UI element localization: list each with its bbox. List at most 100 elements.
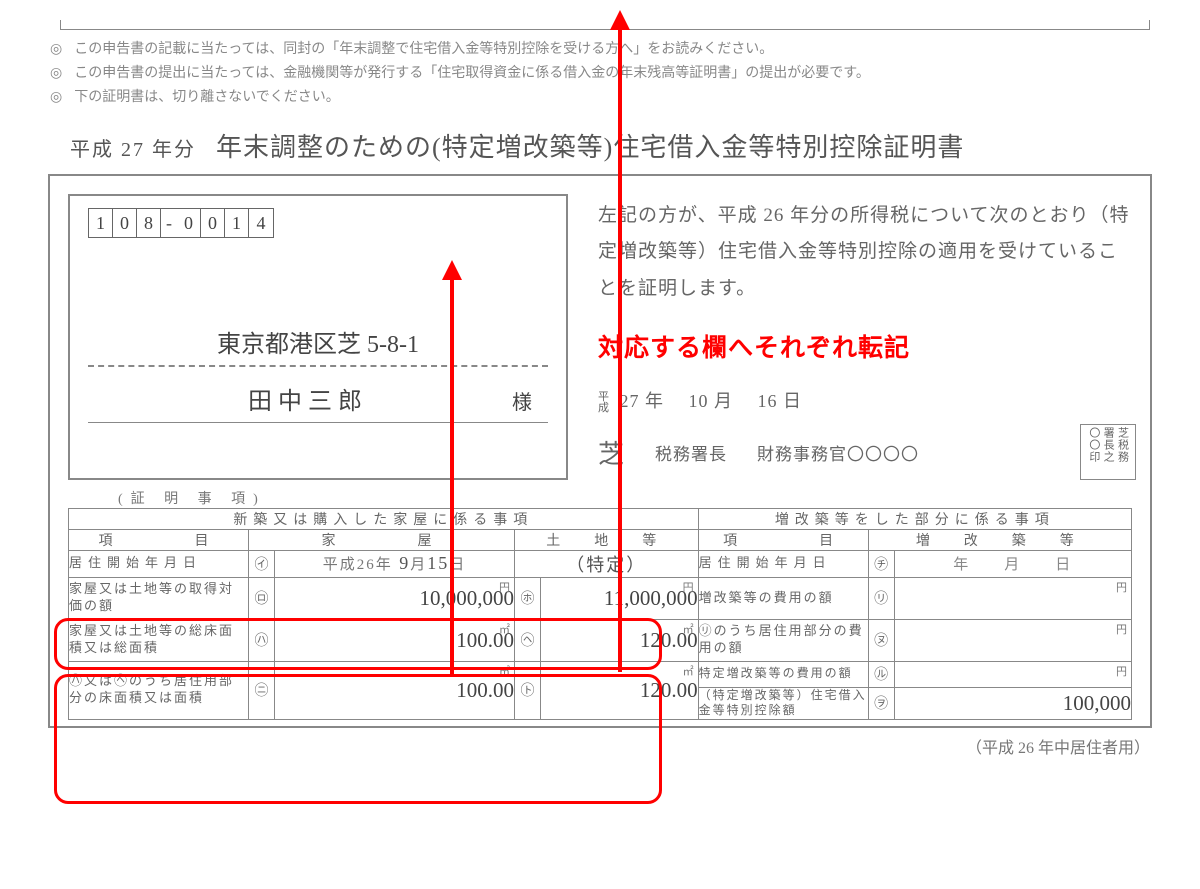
field-code: ㋩	[249, 619, 275, 661]
unit: 円	[1116, 663, 1127, 679]
field-code: ㋥	[249, 661, 275, 719]
value-house-resarea: ㎡100.00	[275, 661, 515, 719]
date-label: 日	[783, 391, 802, 411]
postal-digit: 1	[225, 209, 249, 237]
postal-digit: 0	[201, 209, 225, 237]
applicant-card: 1 0 8 - 0 0 1 4 東京都港区芝 5-8-1 田中三郎 様	[68, 194, 568, 479]
date-label: 日	[449, 557, 466, 573]
start-date-land: （特定）	[514, 550, 698, 577]
bullet-icon: ◎	[50, 86, 62, 110]
row-label: 家屋又は土地等の総床面積又は総面積	[69, 619, 249, 661]
title-main: 年末調整のための(特定増改築等)住宅借入金等特別控除証明書	[216, 127, 964, 164]
row-label: 居住開始年月日	[698, 550, 868, 577]
date-label: 月	[714, 391, 733, 411]
postal-digit: 1	[89, 209, 113, 237]
document-title-row: 平成 27 年分 年末調整のための(特定増改築等)住宅借入金等特別控除証明書	[70, 127, 1150, 164]
value-land-price: 円11,000,000	[540, 577, 698, 619]
certificate-frame: 1 0 8 - 0 0 1 4 東京都港区芝 5-8-1 田中三郎 様 左記の方…	[48, 174, 1152, 728]
applicant-address: 東京都港区芝 5-8-1	[88, 324, 548, 367]
date-label: 月	[410, 557, 427, 573]
group-header-right: 増改築等をした部分に係る事項	[698, 508, 1131, 529]
date-month: 10	[689, 391, 709, 411]
field-code: ㋾	[868, 687, 894, 719]
field-code: ㋸	[868, 661, 894, 687]
field-code: ㋦	[868, 619, 894, 661]
col-item: 項 目	[69, 529, 249, 550]
date-label: 年	[376, 557, 393, 573]
postal-digit: 8	[137, 209, 161, 237]
officer-line: 芝 税務署長 財務事務官〇〇〇〇 芝税務 署長之 〇〇印	[598, 430, 1132, 479]
red-callout: 対応する欄へそれぞれ転記	[598, 325, 1132, 373]
office-signature: 芝	[598, 430, 625, 479]
date-part: 9	[399, 553, 410, 573]
field-code: ㋠	[868, 550, 894, 577]
postal-dash: -	[161, 209, 177, 237]
date-day: 16	[758, 391, 778, 411]
officer-name: 財務事務官〇〇〇〇	[757, 439, 919, 471]
field-code: ㋺	[249, 577, 275, 619]
unit: 円	[683, 579, 694, 595]
col-house: 家 屋	[249, 529, 515, 550]
title-year: 平成 27 年分	[70, 133, 196, 162]
row-label: 特定増改築等の費用の額	[698, 661, 868, 687]
row-label: ㋷のうち居住用部分の費用の額	[698, 619, 868, 661]
unit: ㎡	[683, 621, 694, 637]
office-chief: 税務署長	[655, 439, 727, 471]
row-label: （特定増改築等）住宅借入金等特別控除額	[698, 687, 868, 719]
value-reno-res: 円	[894, 619, 1131, 661]
value-deduction: 100,000	[894, 687, 1131, 719]
cert-items-label: (証 明 事 項)	[118, 488, 1132, 508]
value: 100.00	[456, 678, 514, 702]
value: 120.00	[640, 678, 698, 702]
value-land-area: ㎡120.00	[540, 619, 698, 661]
row-label: ㋩又は㋬のうち居住用部分の床面積又は面積	[69, 661, 249, 719]
top-partial-border	[60, 20, 1150, 30]
stamp-line: 〇〇印	[1087, 427, 1101, 477]
unit: 円	[499, 579, 510, 595]
field-code: ㋷	[868, 577, 894, 619]
value-reno-cost: 円	[894, 577, 1131, 619]
applicant-name: 田中三郎	[104, 381, 512, 416]
field-code: ㋭	[514, 577, 540, 619]
row-label: 家屋又は土地等の取得対価の額	[69, 577, 249, 619]
value-house-price: 円10,000,000	[275, 577, 515, 619]
reno-date-blank: 年 月 日	[894, 550, 1131, 577]
value-house-area: ㎡100.00	[275, 619, 515, 661]
statement-text: 左記の方が、平成 26 年分の所得税について次のとおり（特定増改築等）住宅借入金…	[598, 198, 1132, 306]
footer-note: （平成 26 年中居住者用）	[20, 734, 1150, 758]
honorific: 様	[512, 386, 532, 415]
field-code: ㋬	[514, 619, 540, 661]
stamp-line: 署長之	[1101, 427, 1115, 477]
official-seal: 芝税務 署長之 〇〇印	[1080, 424, 1136, 480]
col-land: 土 地 等	[514, 529, 698, 550]
col-reno: 増 改 築 等	[868, 529, 1131, 550]
note-3: 下の証明書は、切り離さないでください。	[74, 86, 340, 110]
value-land-resarea: ㎡120.00	[540, 661, 698, 719]
issue-date: 平成 27 年 10 月 16 日	[598, 384, 1132, 418]
unit: 円	[1116, 621, 1127, 637]
field-code: ㋑	[249, 550, 275, 577]
unit: ㎡	[683, 663, 694, 679]
bullet-icon: ◎	[50, 62, 62, 86]
row-label: 居住開始年月日	[69, 550, 249, 577]
unit: 円	[1116, 579, 1127, 595]
postal-digit: 0	[113, 209, 137, 237]
value-spec-reno: 円	[894, 661, 1131, 687]
row-label: 増改築等の費用の額	[698, 577, 868, 619]
instruction-notes: ◎ この申告書の記載に当たっては、同封の「年末調整で住宅借入金等特別控除を受ける方…	[50, 38, 1180, 109]
note-2: この申告書の提出に当たっては、金融機関等が発行する「住宅取得資金に係る借入金の年…	[74, 62, 870, 86]
note-1: この申告書の記載に当たっては、同封の「年末調整で住宅借入金等特別控除を受ける方へ…	[74, 38, 773, 62]
certificate-table: 新築又は購入した家屋に係る事項 増改築等をした部分に係る事項 項 目 家 屋 土…	[68, 508, 1132, 720]
stamp-line: 芝税務	[1115, 427, 1129, 477]
unit: ㎡	[499, 663, 510, 679]
postal-code: 1 0 8 - 0 0 1 4	[88, 208, 274, 238]
date-part: 平成26	[323, 557, 376, 573]
date-label: 年	[645, 391, 664, 411]
postal-digit: 0	[177, 209, 201, 237]
postal-digit: 4	[249, 209, 273, 237]
era-char: 成	[598, 403, 610, 414]
date-year: 27	[620, 391, 640, 411]
statement-block: 左記の方が、平成 26 年分の所得税について次のとおり（特定増改築等）住宅借入金…	[598, 194, 1132, 479]
date-part: 15	[427, 553, 449, 573]
value: 100,000	[1063, 691, 1131, 715]
